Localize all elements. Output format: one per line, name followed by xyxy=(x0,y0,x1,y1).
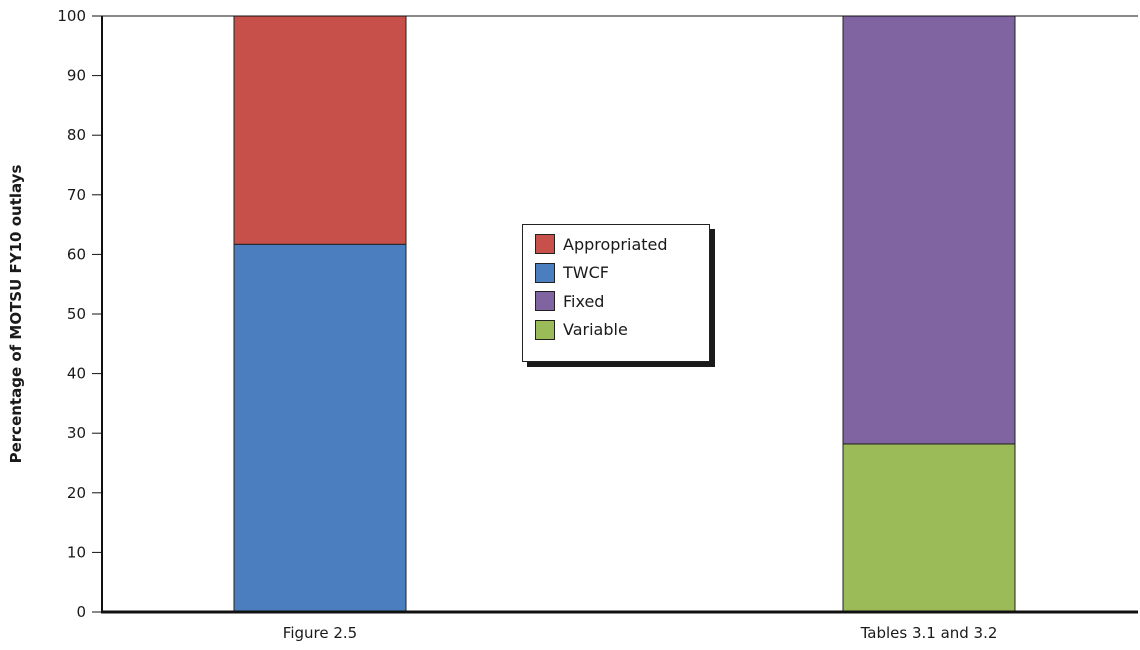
bars xyxy=(233,15,1016,613)
legend: Appropriated TWCF Fixed Variable xyxy=(522,224,710,362)
y-tick-label: 100 xyxy=(57,7,86,25)
x-axis-category-labels: Figure 2.5 Tables 3.1 and 3.2 xyxy=(283,624,998,642)
legend-item-twcf: TWCF xyxy=(535,259,709,288)
y-tick-label: 50 xyxy=(67,305,86,323)
bar-segment-appropriated xyxy=(233,15,407,245)
legend-swatch xyxy=(535,234,555,255)
legend-item-fixed: Fixed xyxy=(535,287,709,316)
legend-swatch xyxy=(535,262,555,283)
y-axis-ticks: 0 10 20 30 40 50 60 70 80 90 100 xyxy=(57,7,102,621)
legend-swatch xyxy=(535,291,555,312)
y-tick-label: 90 xyxy=(67,67,86,85)
legend-label: Fixed xyxy=(563,291,605,311)
y-tick-label: 20 xyxy=(67,484,86,502)
y-tick-label: 30 xyxy=(67,424,86,442)
legend-label: TWCF xyxy=(563,263,609,283)
y-tick-label: 0 xyxy=(76,603,86,621)
y-tick-label: 80 xyxy=(67,126,86,144)
y-axis-title: Percentage of MOTSU FY10 outlays xyxy=(7,165,25,464)
bar-segment-fixed xyxy=(842,15,1016,445)
legend-swatch xyxy=(535,319,555,340)
legend-item-variable: Variable xyxy=(535,316,709,345)
x-category-label: Tables 3.1 and 3.2 xyxy=(860,624,998,642)
legend-label: Variable xyxy=(563,320,628,340)
y-tick-label: 10 xyxy=(67,543,86,561)
legend-label: Appropriated xyxy=(563,234,668,254)
y-tick-label: 40 xyxy=(67,365,86,383)
x-category-label: Figure 2.5 xyxy=(283,624,357,642)
bar-segment-twcf xyxy=(233,243,407,613)
y-tick-label: 60 xyxy=(67,245,86,263)
legend-item-appropriated: Appropriated xyxy=(535,230,709,259)
y-tick-label: 70 xyxy=(67,186,86,204)
bar-segment-variable xyxy=(842,443,1016,613)
